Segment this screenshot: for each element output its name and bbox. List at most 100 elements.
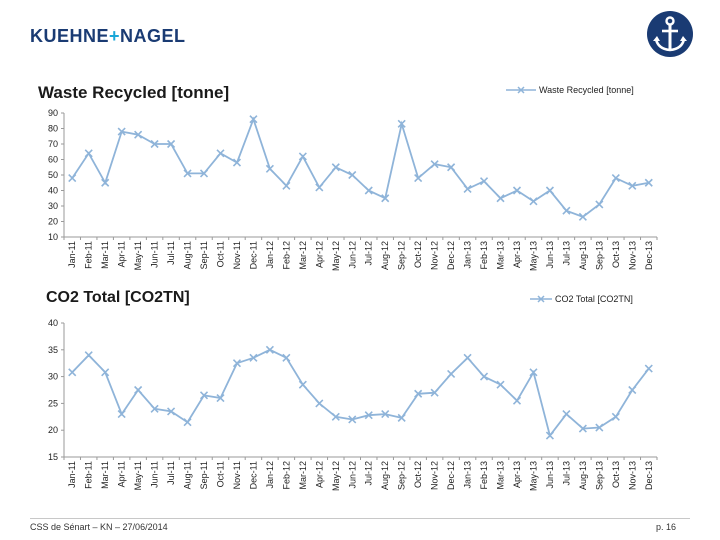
x-tick-label: Dec-13 xyxy=(644,241,654,270)
data-point xyxy=(496,194,505,203)
data-point xyxy=(183,418,192,427)
data-point xyxy=(381,194,390,203)
data-point xyxy=(315,183,324,192)
data-point xyxy=(298,380,307,389)
data-point xyxy=(298,152,307,161)
page-number: p. 16 xyxy=(656,522,677,532)
x-tick-label: Oct-12 xyxy=(413,241,423,268)
x-tick-label: Dec-12 xyxy=(446,461,456,490)
x-tick-label: Sep-13 xyxy=(594,461,604,490)
data-point xyxy=(611,174,620,183)
data-point xyxy=(578,424,587,433)
x-tick-label: May-12 xyxy=(331,241,341,271)
data-point xyxy=(282,353,291,362)
x-tick-label: Sep-11 xyxy=(199,241,209,269)
data-point xyxy=(364,411,373,420)
data-point xyxy=(595,423,604,432)
x-tick-label: Sep-12 xyxy=(397,241,407,270)
x-tick-label: Jan-11 xyxy=(67,461,77,488)
x-tick-label: Mar-11 xyxy=(100,241,110,269)
data-point xyxy=(331,163,340,172)
x-tick-label: Jun-12 xyxy=(347,241,357,269)
x-tick-label: Nov-13 xyxy=(627,461,637,490)
x-tick-label: Feb-12 xyxy=(281,461,291,490)
data-point xyxy=(463,353,472,362)
x-tick-label: Jun-13 xyxy=(545,461,555,489)
x-tick-label: Nov-12 xyxy=(430,241,440,270)
x-tick-label: Jan-12 xyxy=(265,241,275,269)
data-point xyxy=(249,353,258,362)
x-tick-label: Jul-11 xyxy=(166,461,176,485)
x-tick-label: Dec-11 xyxy=(248,461,258,489)
x-tick-label: Sep-13 xyxy=(594,241,604,270)
data-point xyxy=(216,149,225,158)
y-tick-label: 40 xyxy=(48,186,58,196)
x-tick-label: Jan-11 xyxy=(67,241,77,268)
chart1-legend: Waste Recycled [tonne] xyxy=(506,85,634,95)
x-tick-label: Nov-13 xyxy=(627,241,637,270)
x-tick-label: Mar-13 xyxy=(496,241,506,270)
data-point xyxy=(134,130,143,139)
data-point xyxy=(628,181,637,190)
data-point xyxy=(265,164,274,173)
data-point xyxy=(117,410,126,419)
legend1-label: Waste Recycled [tonne] xyxy=(539,85,634,95)
x-tick-label: Jul-12 xyxy=(364,461,374,486)
x-tick-label: Apr-12 xyxy=(314,461,324,488)
x-tick-label: Sep-11 xyxy=(199,461,209,489)
y-tick-label: 15 xyxy=(48,452,58,462)
x-tick-label: Apr-12 xyxy=(314,241,324,268)
data-point xyxy=(167,139,176,149)
data-point xyxy=(447,163,456,172)
chart2-title: CO2 Total [CO2TN] xyxy=(46,289,190,306)
x-tick-label: Apr-11 xyxy=(117,461,127,487)
x-tick-label: Oct-12 xyxy=(413,461,423,488)
data-point xyxy=(117,127,126,136)
x-tick-label: May-12 xyxy=(331,461,341,491)
x-tick-label: Apr-13 xyxy=(512,461,522,488)
chart1-title: Waste Recycled [tonne] xyxy=(38,83,230,102)
data-point xyxy=(134,385,143,395)
x-tick-label: Jul-11 xyxy=(166,241,176,265)
x-tick-label: Feb-11 xyxy=(84,461,94,489)
data-point xyxy=(84,149,93,158)
data-point xyxy=(68,174,77,183)
x-tick-label: Jun-12 xyxy=(347,461,357,489)
y-tick-label: 30 xyxy=(48,372,58,382)
y-tick-label: 80 xyxy=(48,124,58,134)
data-point xyxy=(479,177,489,186)
y-tick-label: 30 xyxy=(48,201,58,211)
brand-logo-text: KUEHNE+NAGEL xyxy=(30,26,186,46)
data-point xyxy=(545,431,554,440)
x-tick-label: Jan-13 xyxy=(463,461,473,489)
x-tick-label: Mar-11 xyxy=(100,461,110,489)
x-tick-label: Dec-13 xyxy=(644,461,654,490)
x-tick-label: Jun-11 xyxy=(150,461,160,488)
x-tick-label: Mar-12 xyxy=(298,461,308,490)
data-point xyxy=(232,359,242,368)
data-point xyxy=(512,186,522,195)
data-point xyxy=(199,169,209,178)
footer-text: CSS de Sénart – KN – 27/06/2014 xyxy=(30,522,168,532)
x-tick-label: Jan-13 xyxy=(463,241,473,269)
x-tick-label: Dec-12 xyxy=(446,241,456,270)
x-tick-label: Sep-12 xyxy=(397,461,407,490)
data-point xyxy=(150,404,159,413)
legend2-label: CO2 Total [CO2TN] xyxy=(555,294,633,304)
data-point xyxy=(84,351,93,360)
data-point xyxy=(265,345,274,354)
data-point xyxy=(644,178,653,187)
data-point xyxy=(249,115,258,124)
data-point xyxy=(430,160,439,169)
data-point xyxy=(282,181,291,190)
footer-divider xyxy=(30,518,690,519)
y-tick-label: 40 xyxy=(48,318,58,328)
x-tick-label: Aug-12 xyxy=(380,461,390,490)
data-point xyxy=(150,139,159,149)
data-point xyxy=(381,410,390,419)
y-tick-label: 10 xyxy=(48,232,58,242)
x-tick-label: Apr-13 xyxy=(512,241,522,268)
data-point xyxy=(463,184,472,194)
x-tick-label: May-11 xyxy=(133,241,143,270)
y-tick-label: 20 xyxy=(48,425,58,435)
